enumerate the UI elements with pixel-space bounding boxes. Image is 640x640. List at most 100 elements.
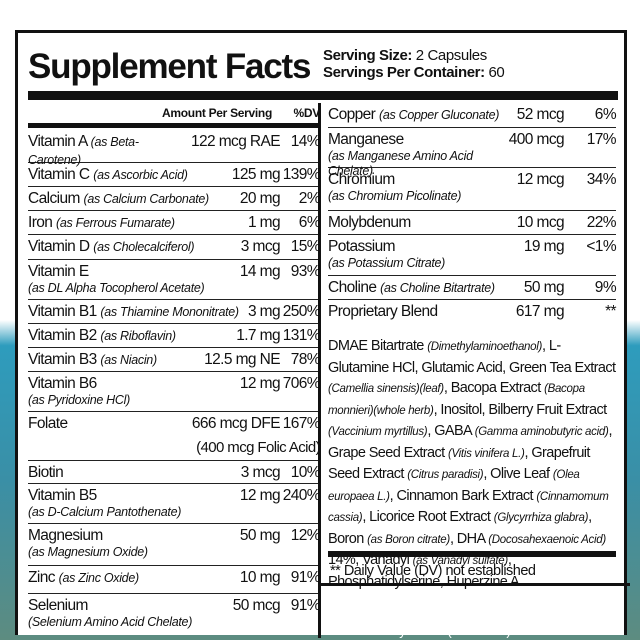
header-divider bbox=[28, 123, 320, 128]
ingredient-text: , GABA bbox=[427, 423, 475, 439]
ingredient-text: , Inositol, Bilberry Fruit Extract bbox=[433, 401, 608, 418]
nutrient-row: Vitamin B3 (as Niacin) 12.5 mg NE 78% bbox=[28, 348, 321, 372]
amount: 50 mg bbox=[523, 279, 565, 296]
nutrient-row: Vitamin A (as Beta-Carotene) 122 mcg RAE 1… bbox=[28, 130, 321, 167]
nutrient-row: Molybdenum 10 mcg 22% bbox=[328, 211, 617, 235]
nutrient-row: Copper (as Copper Gluconate) 52 mcg 6% bbox=[328, 103, 617, 128]
amount-header: Amount Per Serving bbox=[162, 106, 272, 120]
nutrient-source: (as Potassium Citrate) bbox=[328, 256, 446, 270]
daily-value: 15% bbox=[290, 238, 321, 255]
daily-value: 131% bbox=[282, 327, 321, 344]
nutrient-label: Vitamin B6 bbox=[28, 375, 97, 392]
serving-info: Serving Size: 2 Capsules Servings Per Co… bbox=[323, 47, 505, 81]
amount: 12 mg bbox=[239, 375, 281, 392]
nutrient-source: (as Ferrous Fumarate) bbox=[56, 216, 175, 230]
amount: 3 mcg bbox=[240, 238, 281, 255]
nutrient-name: Calcium (as Calcium Carbonate) bbox=[28, 190, 240, 208]
nutrient-label: Potassium bbox=[328, 238, 396, 255]
nutrient-name: Vitamin B6 (as Pyridoxine HCl) bbox=[28, 375, 240, 408]
daily-value: 91% bbox=[290, 569, 321, 586]
ingredient-source: (Gamma aminobutyric acid) bbox=[474, 426, 609, 438]
nutrient-name: Choline (as Choline Bitartrate) bbox=[328, 279, 524, 297]
nutrient-row: Zinc (as Zinc Oxide) 10 mg 91% bbox=[28, 566, 321, 594]
ingredient-source: (Vitis vinifera L.) bbox=[447, 447, 525, 460]
ingredient-source: (Glycyrrhiza glabra) bbox=[493, 512, 589, 524]
ingredient-text: , Boron bbox=[328, 509, 592, 547]
nutrient-row: Vitamin B1 (as Thiamine Mononitrate) 3 mg… bbox=[28, 300, 321, 324]
nutrient-source: (as Riboflavin) bbox=[100, 329, 176, 343]
nutrient-name: Selenium (Selenium Amino Acid Chelate) bbox=[28, 597, 233, 630]
nutrient-label: Biotin bbox=[28, 464, 64, 481]
nutrient-source: (as Ascorbic Acid) bbox=[93, 168, 188, 182]
ingredient-text: , L-Glutamine HCl, Glutamic Acid, Green … bbox=[328, 338, 616, 376]
nutrient-label: Vitamin B2 bbox=[28, 327, 97, 344]
nutrient-row: Proprietary Blend 617 mg ** bbox=[328, 300, 617, 328]
nutrient-name: Vitamin B1 (as Thiamine Mononitrate) bbox=[28, 303, 248, 321]
nutrient-label: Vitamin A bbox=[28, 133, 88, 150]
daily-value: 14% bbox=[290, 133, 321, 150]
divider-bar bbox=[28, 91, 618, 100]
amount: 617 mg bbox=[515, 303, 565, 320]
ingredient-text: , Cinnamon Bark Extract bbox=[389, 487, 537, 504]
nutrient-name: Zinc (as Zinc Oxide) bbox=[28, 569, 240, 587]
daily-value: 91% bbox=[290, 597, 321, 614]
nutrient-label: Magnesium bbox=[28, 527, 103, 544]
ingredient-source: (Citrus paradisi) bbox=[407, 469, 484, 481]
nutrient-source: (as Thiamine Mononitrate) bbox=[100, 305, 239, 319]
footnote: ** Daily Value (DV) not established bbox=[330, 563, 536, 579]
ingredient-text: , Grape Seed Extract bbox=[328, 423, 613, 461]
daily-value: 10% bbox=[290, 464, 321, 481]
nutrient-label: Vitamin E bbox=[28, 263, 89, 280]
nutrient-row: Biotin 3 mcg 10% bbox=[28, 461, 321, 484]
nutrient-source: (as Manganese Amino Acid Chelate) bbox=[328, 149, 473, 178]
daily-value: 139% bbox=[282, 166, 321, 183]
daily-value: 2% bbox=[298, 190, 321, 207]
amount: 12 mcg bbox=[516, 171, 565, 188]
label-title: Supplement Facts bbox=[28, 47, 311, 86]
nutrient-name: Molybdenum bbox=[328, 214, 517, 232]
nutrient-source: (as Pyridoxine HCl) bbox=[28, 393, 130, 407]
amount: 400 mcg bbox=[508, 131, 565, 148]
nutrient-name: Vitamin D (as Cholecalciferol) bbox=[28, 238, 241, 256]
nutrient-row: Folate 666 mcg DFE 167% (400 mcg Folic Acid… bbox=[28, 412, 321, 461]
daily-value: 22% bbox=[586, 214, 617, 231]
ingredient-source: (Dimethylaminoethanol) bbox=[427, 341, 543, 353]
nutrient-label: Vitamin B1 bbox=[28, 303, 97, 320]
amount: 10 mcg bbox=[516, 214, 565, 231]
daily-value: 6% bbox=[298, 214, 321, 231]
daily-value: 93% bbox=[290, 263, 321, 280]
amount: 14 mg bbox=[239, 263, 281, 280]
amount: 12 mg bbox=[239, 487, 281, 504]
ingredient-text: DMAE Bitartrate bbox=[328, 338, 428, 354]
servings-per-container-label: Servings Per Container: bbox=[323, 64, 485, 81]
nutrient-source: (as Chromium Picolinate) bbox=[328, 189, 462, 203]
nutrient-name: Manganese (as Manganese Amino Acid Chelat… bbox=[328, 131, 509, 179]
amount: 1.7 mg bbox=[236, 327, 280, 344]
nutrient-row: Vitamin B2 (as Riboflavin) 1.7 mg 131% bbox=[28, 324, 321, 348]
daily-value: 78% bbox=[290, 351, 321, 368]
nutrient-row: Vitamin C (as Ascorbic Acid) 125 mg 139% bbox=[28, 163, 321, 187]
nutrient-source: (as Calcium Carbonate) bbox=[83, 192, 210, 206]
nutrient-source: (as Niacin) bbox=[100, 353, 157, 367]
ingredient-source: (Camellia sinensis)(leaf) bbox=[328, 383, 444, 395]
ingredient-source: (Olea europaea L.) bbox=[328, 469, 580, 503]
nutrient-source: (as Cholecalciferol) bbox=[93, 240, 195, 254]
nutrient-name: Vitamin B3 (as Niacin) bbox=[28, 351, 204, 369]
amount-note: (400 mcg Folic Acid) bbox=[196, 439, 320, 456]
serving-size-label: Serving Size: bbox=[323, 47, 412, 64]
nutrient-row: Iron (as Ferrous Fumarate) 1 mg 6% bbox=[28, 211, 321, 235]
amount: 122 mcg RAE bbox=[190, 133, 281, 150]
daily-value: ** bbox=[605, 303, 616, 320]
ingredient-source: (as Boron citrate) bbox=[367, 533, 450, 546]
daily-value: 167% bbox=[282, 415, 321, 432]
ingredient-source: (Cinnamomum cassia) bbox=[328, 490, 609, 525]
right-box-bottom bbox=[318, 583, 630, 586]
nutrient-name: Vitamin B5 (as D-Calcium Pantothenate) bbox=[28, 487, 240, 520]
amount: 52 mcg bbox=[516, 106, 565, 123]
dv-header: %DV bbox=[293, 106, 321, 120]
ingredient-source: (as Vanadyl sulfate) bbox=[412, 555, 509, 567]
amount: 3 mg bbox=[247, 303, 281, 320]
servings-per-container-value: 60 bbox=[488, 64, 505, 81]
other-ingredients-text: Cellulose (Vegetable Capsule), Rice Flou… bbox=[328, 591, 610, 638]
right-column: Copper (as Copper Gluconate) 52 mcg 6% Mang… bbox=[328, 103, 617, 592]
